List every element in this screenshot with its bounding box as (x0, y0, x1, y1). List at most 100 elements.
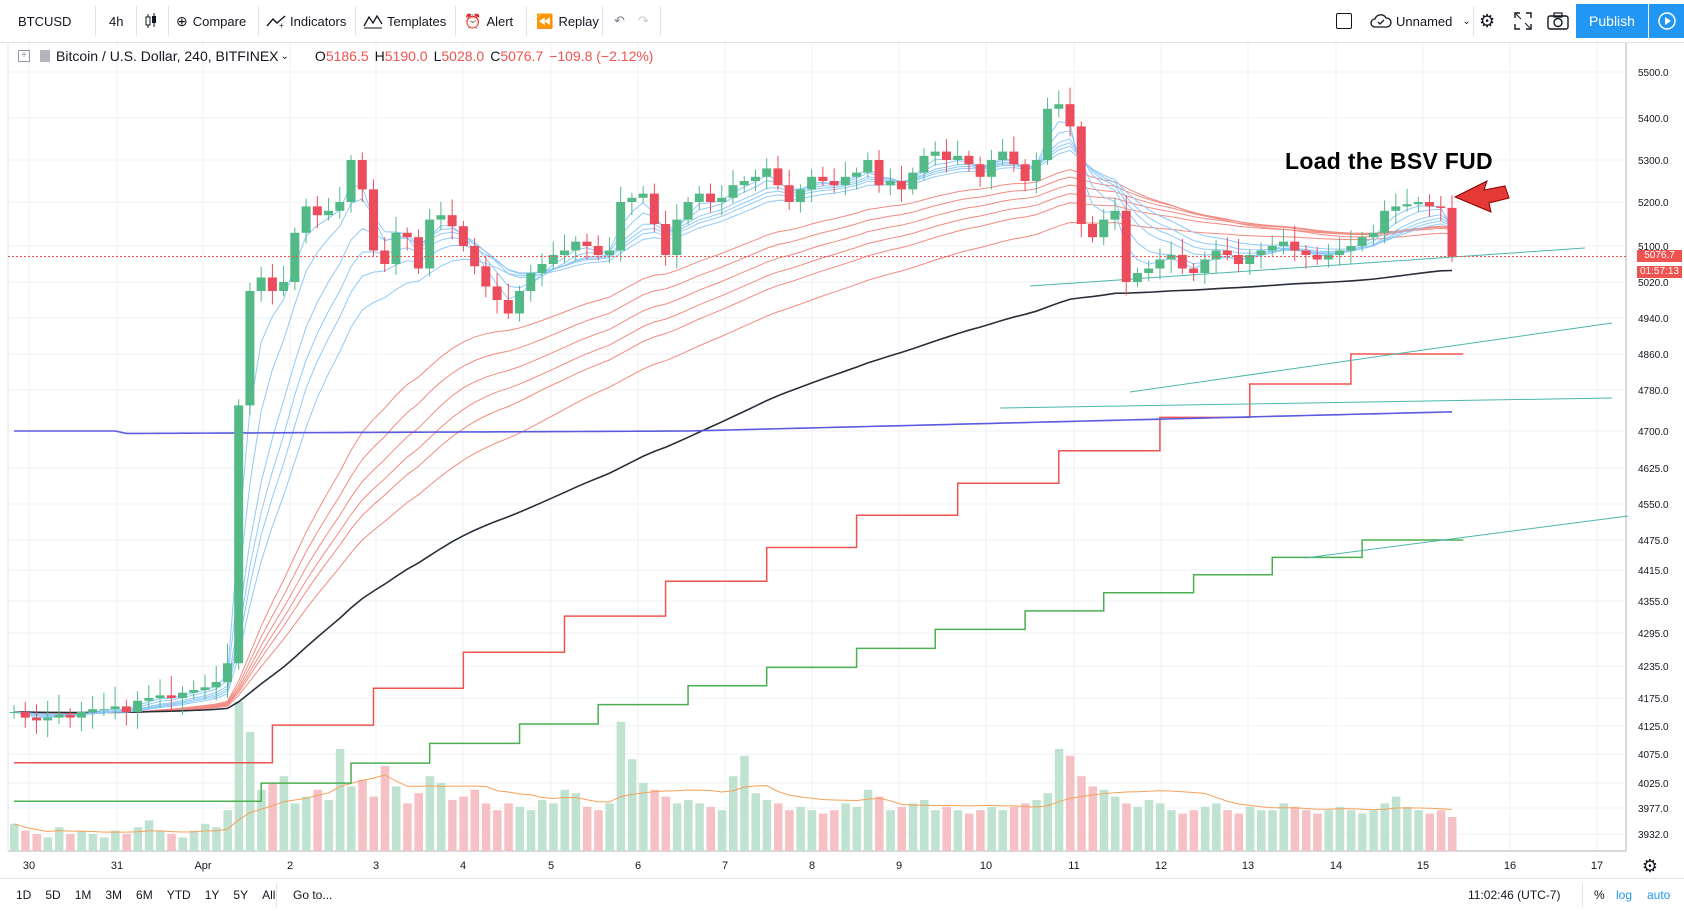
indicators-button[interactable]: + Indicators (266, 0, 346, 42)
snapshot-button[interactable] (1547, 0, 1569, 42)
last-price-tag: 5076.7 (1637, 250, 1682, 262)
fullscreen-button[interactable] (1514, 0, 1532, 42)
publish-button[interactable]: Publish (1576, 4, 1648, 38)
candle-body (616, 202, 626, 251)
range-button-6m[interactable]: 6M (136, 888, 153, 902)
redo-button[interactable]: ↷ (638, 0, 649, 42)
range-button-1m[interactable]: 1M (74, 888, 92, 902)
candle-body (773, 168, 783, 186)
chart-annotation-text[interactable]: Load the BSV FUD (1285, 148, 1493, 174)
candle-body (391, 232, 401, 264)
time-tick-label: 13 (1242, 860, 1254, 872)
percent-label: % (1594, 888, 1605, 902)
candle-body (919, 155, 929, 173)
divider (258, 6, 259, 36)
volume-bar (380, 766, 390, 851)
chevron-down-icon[interactable]: ⌄ (280, 50, 289, 62)
candle-body (1380, 210, 1390, 233)
volume-bar (1054, 749, 1064, 851)
candle-body (324, 210, 334, 216)
volume-bar (538, 800, 547, 851)
alarm-clock-icon: ⏰ (464, 12, 482, 29)
volume-bar (1155, 803, 1165, 851)
percent-scale-toggle[interactable]: % (1594, 879, 1605, 911)
symbol-search-button[interactable]: BTCUSD (18, 0, 71, 42)
fullscreen-layout-button[interactable] (1336, 0, 1352, 42)
countdown-tag: 01:57:13 (1637, 266, 1682, 278)
volume-bar (189, 830, 199, 851)
range-button-5y[interactable]: 5Y (233, 888, 249, 902)
volume-bar (470, 789, 480, 851)
volume-bar (1346, 810, 1356, 851)
axis-settings-gear-icon[interactable]: ⚙ (1642, 856, 1658, 876)
volume-bar (436, 783, 446, 851)
volume-bar (1009, 806, 1019, 851)
divider (660, 6, 661, 36)
range-button-1y[interactable]: 1Y (204, 888, 220, 902)
chart-type-button[interactable] (143, 0, 159, 42)
volume-bar (54, 827, 64, 851)
candle-body (402, 232, 412, 238)
replay-label: Replay (558, 13, 599, 29)
divider (276, 883, 277, 907)
goto-label: Go to... (293, 888, 333, 902)
candle-body (492, 286, 502, 300)
candle-body (436, 215, 446, 220)
time-tick-label: 7 (722, 860, 728, 872)
candle-body (1391, 206, 1401, 211)
volume-bar (43, 837, 53, 851)
layout-menu-button[interactable]: Unnamed ⌄ (1370, 0, 1471, 42)
volume-bar (324, 800, 334, 851)
candle-body (166, 695, 176, 698)
publish-menu-button[interactable] (1649, 4, 1684, 38)
trend-line (1129, 322, 1613, 393)
auto-scale-toggle[interactable]: auto (1647, 879, 1670, 911)
volume-bar (886, 810, 895, 851)
volume-bar (1324, 810, 1333, 851)
volume-bar (717, 810, 727, 851)
green-step-line (14, 539, 1464, 802)
candle-body (941, 151, 951, 160)
clock-timezone-button[interactable]: 11:02:46 (UTC-7) (1468, 879, 1560, 911)
range-button-ytd[interactable]: YTD (166, 888, 191, 902)
volume-bar (504, 803, 513, 851)
price-tick-label: 4295.0 (1638, 629, 1669, 640)
replay-button[interactable]: ⏪ Replay (536, 0, 599, 42)
price-tick-label: 4940.0 (1638, 314, 1669, 325)
volume-bar (785, 810, 794, 851)
compare-button[interactable]: ⊕ Compare (176, 0, 246, 42)
candle-body (750, 176, 760, 181)
price-tick-label: 5400.0 (1638, 114, 1669, 125)
candle-body (638, 193, 648, 198)
volume-bar (515, 806, 525, 851)
candle-body (559, 250, 569, 255)
interval-button[interactable]: 4h (109, 0, 123, 42)
alert-button[interactable]: ⏰ Alert (464, 0, 513, 42)
volume-bar (1425, 813, 1435, 851)
candle-body (369, 189, 378, 251)
range-button-5d[interactable]: 5D (45, 888, 61, 902)
volume-bar (908, 803, 918, 851)
undo-button[interactable]: ↶ (614, 0, 625, 42)
volume-bar (1099, 789, 1109, 851)
templates-button[interactable]: Templates (363, 0, 446, 42)
settings-button[interactable]: ⚙ (1479, 0, 1495, 42)
range-button-3m[interactable]: 3M (105, 888, 123, 902)
range-button-all[interactable]: All (262, 888, 276, 902)
volume-bar (740, 755, 749, 851)
red-ema-ribbon (13, 176, 1453, 714)
bottom-toolbar: 1D 5D 1M 3M 6M YTD 1Y 5Y All Go to... 11:02:46 (… (0, 878, 1684, 911)
legend-title[interactable]: Bitcoin / U.S. Dollar, 240, BITFINEX (56, 48, 279, 64)
range-button-1d[interactable]: 1D (16, 888, 32, 902)
volume-bar (987, 806, 996, 851)
goto-date-button[interactable]: Go to... (293, 879, 332, 911)
collapse-legend-icon[interactable]: + (18, 50, 30, 62)
volume-bar (1110, 796, 1120, 851)
volume-bar (1279, 803, 1288, 851)
candle-body (470, 246, 480, 267)
log-scale-toggle[interactable]: log (1616, 879, 1632, 911)
volume-bar (1167, 810, 1176, 851)
compare-label: Compare (192, 13, 247, 29)
interval-label: 4h (109, 13, 124, 29)
